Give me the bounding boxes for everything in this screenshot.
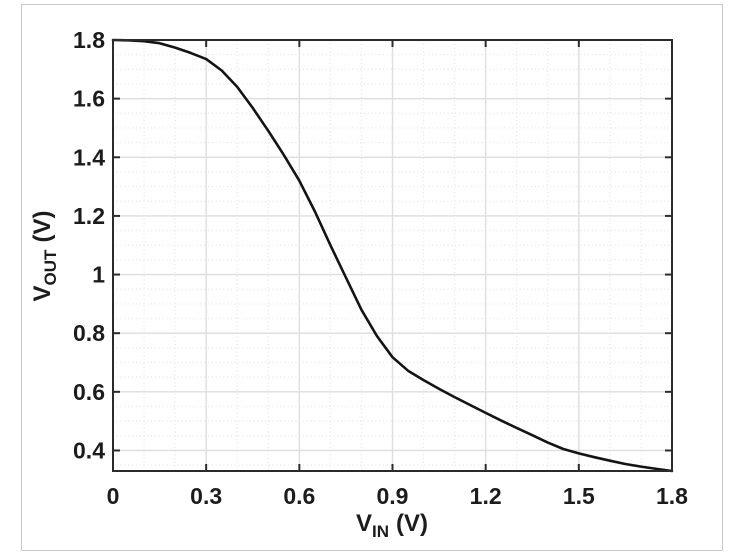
y-tick-label: 0.4 (73, 437, 105, 463)
y-axis-label-main: V (29, 285, 56, 302)
y-axis-label-sub: OUT (41, 249, 60, 286)
x-axis-label-sub: IN (372, 522, 389, 541)
x-tick-label: 1.5 (563, 483, 595, 509)
y-tick-label: 1 (92, 262, 105, 288)
x-axis-label-main: V (355, 510, 372, 537)
x-axis-label: V IN (V) (242, 510, 542, 541)
y-tick-label: 1.4 (73, 144, 105, 170)
x-tick-label: 0.6 (283, 483, 315, 509)
y-axis-label-unit: (V) (29, 210, 56, 243)
y-tick-label: 1.6 (73, 86, 105, 112)
y-tick-label: 1.8 (73, 27, 105, 53)
x-tick-label: 1.8 (656, 483, 688, 509)
y-tick-label: 0.6 (73, 379, 105, 405)
x-tick-label: 0.9 (377, 483, 409, 509)
x-tick-label: 0 (107, 483, 120, 509)
x-tick-label: 1.2 (470, 483, 502, 509)
vtc-curve (111, 38, 674, 473)
y-axis-label: V OUT (V) (29, 106, 65, 406)
x-axis-label-unit: (V) (396, 510, 428, 537)
x-tick-label: 0.3 (190, 483, 222, 509)
y-tick-label: 0.8 (73, 320, 105, 346)
y-tick-label: 1.2 (73, 203, 105, 229)
